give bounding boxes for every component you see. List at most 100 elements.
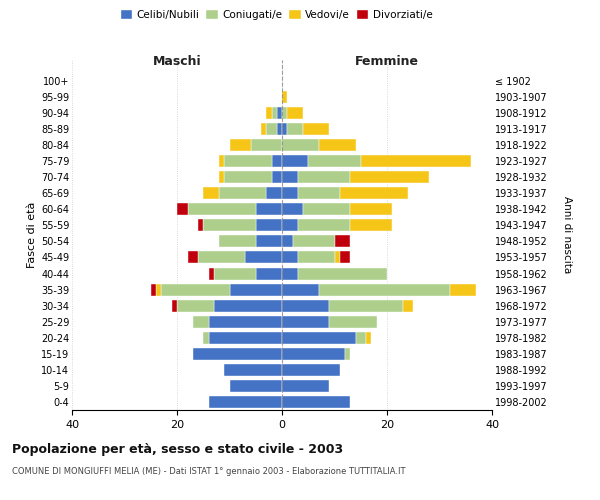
Bar — [282, 364, 340, 376]
Bar — [282, 316, 329, 328]
Bar — [287, 123, 303, 135]
Bar — [198, 220, 203, 232]
Bar — [198, 252, 245, 264]
Bar — [224, 364, 282, 376]
Bar — [282, 171, 298, 183]
Bar — [261, 123, 266, 135]
Bar — [156, 284, 161, 296]
Bar — [303, 123, 329, 135]
Bar — [193, 316, 209, 328]
Bar — [209, 396, 282, 408]
Bar — [282, 123, 287, 135]
Bar — [251, 139, 282, 151]
Bar — [219, 236, 256, 248]
Bar — [282, 332, 355, 344]
Bar — [151, 284, 156, 296]
Bar — [256, 220, 282, 232]
Bar — [298, 220, 350, 232]
Bar — [282, 107, 287, 119]
Bar — [256, 268, 282, 280]
Bar — [209, 332, 282, 344]
Bar — [340, 252, 350, 264]
Bar — [193, 348, 282, 360]
Bar — [298, 171, 350, 183]
Bar — [203, 332, 209, 344]
Bar — [350, 171, 429, 183]
Bar — [266, 123, 277, 135]
Bar — [366, 332, 371, 344]
Legend: Celibi/Nubili, Coniugati/e, Vedovi/e, Divorziati/e: Celibi/Nubili, Coniugati/e, Vedovi/e, Di… — [115, 5, 437, 24]
Text: Maschi: Maschi — [152, 55, 202, 68]
Text: Femmine: Femmine — [355, 55, 419, 68]
Bar — [282, 236, 293, 248]
Y-axis label: Anni di nascita: Anni di nascita — [562, 196, 572, 274]
Bar — [256, 204, 282, 216]
Bar — [282, 139, 319, 151]
Bar — [256, 236, 282, 248]
Bar — [203, 187, 219, 200]
Bar — [203, 220, 256, 232]
Text: Popolazione per età, sesso e stato civile - 2003: Popolazione per età, sesso e stato civil… — [12, 442, 343, 456]
Bar — [214, 268, 256, 280]
Bar — [450, 284, 476, 296]
Bar — [229, 380, 282, 392]
Bar — [266, 107, 271, 119]
Bar — [219, 155, 224, 167]
Bar — [277, 107, 282, 119]
Bar — [350, 204, 392, 216]
Bar — [282, 91, 287, 103]
Bar — [187, 204, 256, 216]
Bar — [177, 204, 187, 216]
Bar — [229, 139, 251, 151]
Bar — [282, 348, 345, 360]
Bar — [219, 187, 266, 200]
Bar — [361, 155, 471, 167]
Bar — [172, 300, 177, 312]
Text: COMUNE DI MONGIUFFI MELIA (ME) - Dati ISTAT 1° gennaio 2003 - Elaborazione TUTTI: COMUNE DI MONGIUFFI MELIA (ME) - Dati IS… — [12, 468, 406, 476]
Bar — [298, 268, 387, 280]
Bar — [335, 236, 350, 248]
Bar — [282, 252, 298, 264]
Bar — [298, 187, 340, 200]
Bar — [224, 155, 271, 167]
Bar — [335, 252, 340, 264]
Bar — [282, 187, 298, 200]
Bar — [282, 284, 319, 296]
Bar — [271, 107, 277, 119]
Bar — [266, 187, 282, 200]
Bar — [329, 316, 377, 328]
Bar — [319, 139, 355, 151]
Bar — [282, 204, 303, 216]
Bar — [350, 220, 392, 232]
Bar — [282, 396, 350, 408]
Bar — [271, 155, 282, 167]
Bar — [229, 284, 282, 296]
Bar — [282, 268, 298, 280]
Bar — [245, 252, 282, 264]
Bar — [355, 332, 366, 344]
Bar — [282, 155, 308, 167]
Bar — [282, 300, 329, 312]
Bar — [271, 171, 282, 183]
Bar — [329, 300, 403, 312]
Bar — [345, 348, 350, 360]
Bar — [303, 204, 350, 216]
Bar — [340, 187, 408, 200]
Bar — [224, 171, 271, 183]
Bar — [282, 380, 329, 392]
Bar — [209, 268, 214, 280]
Y-axis label: Fasce di età: Fasce di età — [26, 202, 37, 268]
Bar — [287, 107, 303, 119]
Bar — [209, 316, 282, 328]
Bar — [187, 252, 198, 264]
Bar — [308, 155, 361, 167]
Bar — [282, 220, 298, 232]
Bar — [177, 300, 214, 312]
Bar — [214, 300, 282, 312]
Bar — [298, 252, 335, 264]
Bar — [161, 284, 229, 296]
Bar — [219, 171, 224, 183]
Bar — [277, 123, 282, 135]
Bar — [403, 300, 413, 312]
Bar — [293, 236, 335, 248]
